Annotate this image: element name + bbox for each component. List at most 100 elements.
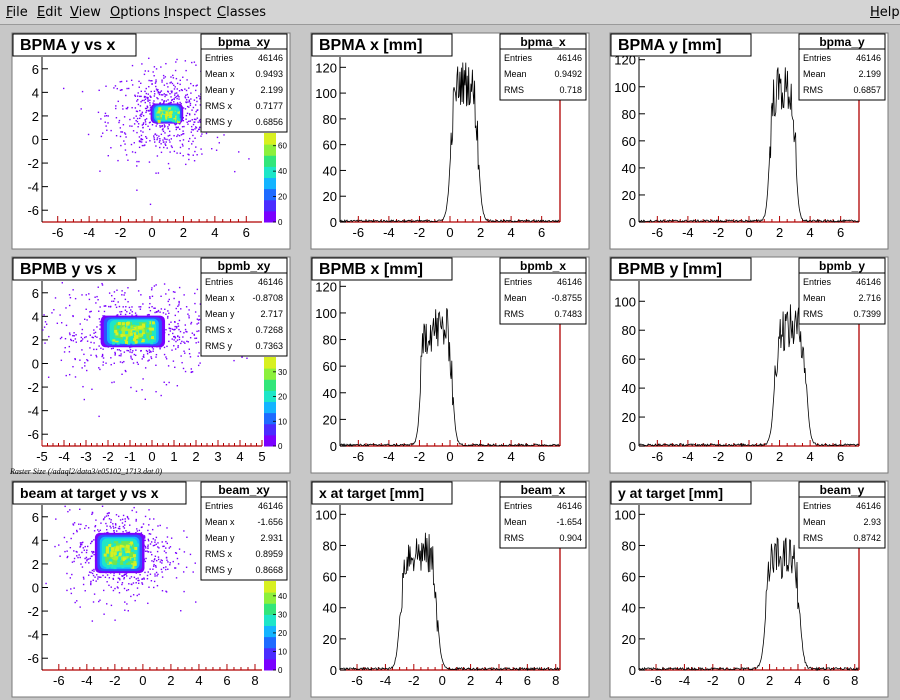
scatter-point — [155, 390, 157, 393]
scatter-point — [196, 84, 198, 86]
scatter-point — [66, 541, 68, 543]
scatter-point — [45, 323, 48, 325]
scatter-point — [130, 576, 133, 578]
scatter-point — [96, 336, 98, 338]
colorbar-segment — [264, 166, 276, 178]
scatter-point — [159, 126, 161, 128]
scatter-point — [144, 96, 147, 98]
core-cell — [117, 559, 121, 563]
x-tick-label: 4 — [806, 449, 813, 464]
scatter-point — [189, 356, 192, 358]
scatter-point — [158, 135, 160, 137]
scatter-point — [172, 335, 175, 338]
scatter-point — [138, 86, 140, 88]
scatter-point — [193, 61, 196, 63]
core-cell — [107, 561, 111, 565]
core-cell — [131, 565, 135, 569]
scatter-point — [149, 350, 152, 352]
scatter-point — [151, 346, 154, 349]
scatter-point — [131, 84, 134, 86]
core-cell — [116, 341, 120, 345]
menu-edit[interactable]: Edit — [37, 5, 63, 20]
x-tick-label: 4 — [507, 225, 514, 240]
scatter-point — [149, 95, 151, 97]
scatter-point — [80, 563, 82, 565]
scatter-point — [194, 311, 197, 313]
x-tick-label: 0 — [738, 673, 745, 688]
scatter-point — [126, 603, 128, 605]
scatter-point — [124, 133, 127, 135]
scatter-point — [169, 562, 171, 564]
scatter-point — [158, 547, 160, 549]
scatter-point — [62, 87, 65, 90]
core-cell — [118, 557, 122, 561]
stats-label: Mean — [803, 517, 826, 527]
scatter-point — [182, 367, 185, 370]
scatter-point — [81, 339, 83, 342]
y-tick-label: 40 — [622, 161, 636, 176]
scatter-point — [150, 580, 153, 582]
scatter-point — [92, 579, 94, 581]
core-cell — [141, 332, 145, 336]
scatter-point — [148, 314, 150, 316]
menu-inspect[interactable]: Inspect — [164, 5, 212, 20]
scatter-point — [142, 378, 144, 380]
scatter-point — [121, 582, 124, 584]
scatter-point — [142, 126, 144, 129]
scatter-point — [100, 576, 102, 579]
scatter-point — [196, 288, 199, 291]
core-cell — [152, 339, 156, 343]
core-cell — [169, 110, 173, 114]
scatter-point — [154, 573, 156, 575]
scatter-point — [81, 328, 84, 331]
scatter-point — [147, 93, 150, 95]
scatter-point — [167, 162, 170, 165]
x-tick-label: 2 — [467, 673, 474, 688]
scatter-point — [111, 381, 113, 384]
menu-classes[interactable]: Classes — [217, 5, 266, 20]
y-tick-label: 6 — [32, 286, 39, 301]
scatter-point — [173, 150, 176, 153]
scatter-point — [178, 319, 181, 322]
stats-label: Mean — [504, 69, 527, 79]
scatter-point — [153, 285, 156, 287]
scatter-point — [110, 129, 112, 132]
root-canvas[interactable]: -6 -4 -2 0 2 4 6 6 4 2 0 -2 -4 -6 60 40 20 0 BPMA y vs x bp… — [0, 25, 900, 700]
menu-file[interactable]: File — [6, 5, 28, 20]
menu-view[interactable]: View — [70, 5, 101, 20]
scatter-point — [154, 539, 156, 541]
x-tick-label: 2 — [180, 225, 187, 240]
stats-label: RMS — [504, 85, 524, 95]
stats-label: Mean — [803, 69, 826, 79]
title-box — [610, 257, 752, 281]
y-tick-label: 0 — [330, 663, 337, 678]
scatter-point — [124, 518, 126, 520]
scatter-point — [183, 590, 185, 593]
menu-options[interactable]: Options — [110, 5, 161, 20]
y-tick-label: 4 — [32, 533, 39, 548]
scatter-point — [128, 87, 130, 90]
menu-help[interactable]: Help — [870, 5, 900, 20]
colorbar-segment — [264, 658, 276, 671]
scatter-point — [133, 506, 135, 509]
scatter-point — [110, 521, 112, 523]
core-cell — [103, 553, 107, 557]
scatter-point — [177, 563, 180, 565]
scatter-point — [182, 119, 185, 122]
scatter-point — [119, 127, 122, 129]
scatter-point — [72, 365, 74, 368]
y-tick-label: -4 — [27, 628, 39, 643]
scatter-point — [195, 127, 198, 129]
scatter-point — [148, 509, 150, 511]
y-tick-label: 80 — [323, 112, 337, 127]
